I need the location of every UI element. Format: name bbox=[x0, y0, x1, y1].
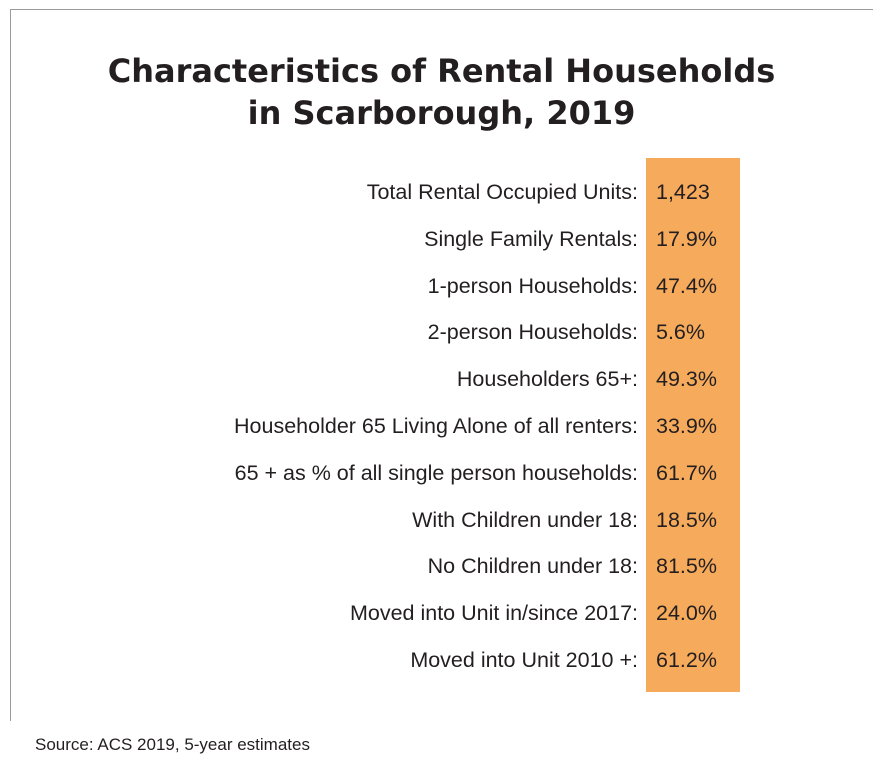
row-label: Moved into Unit 2010 +: bbox=[410, 648, 638, 672]
row-label: With Children under 18: bbox=[412, 507, 638, 532]
row-value: 24.0% bbox=[656, 601, 717, 626]
title-line: in Scarborough, 2019 bbox=[247, 94, 636, 132]
row-value: 17.9% bbox=[656, 226, 717, 251]
row-label: Moved into Unit in/since 2017: bbox=[349, 601, 638, 626]
row-label: No Children under 18: bbox=[427, 554, 638, 579]
row-label: Total Rental Occupied Units: bbox=[366, 180, 638, 204]
row-value: 18.5% bbox=[656, 507, 717, 532]
row-value: 61.2% bbox=[656, 648, 717, 672]
row-label: Householder 65 Living Alone of all rente… bbox=[234, 414, 638, 438]
row-label: 1-person Households: bbox=[427, 273, 638, 298]
frame-border bbox=[10, 9, 11, 721]
row-value: 81.5% bbox=[656, 554, 717, 579]
title-line: Characteristics of Rental Households bbox=[107, 52, 776, 90]
row-value: 33.9% bbox=[656, 414, 717, 438]
row-value: 47.4% bbox=[656, 273, 717, 298]
row-label: 65 + as % of all single person household… bbox=[234, 460, 638, 485]
row-label: Householders 65+: bbox=[456, 367, 638, 392]
row-value: 1,423 bbox=[656, 180, 710, 204]
row-value: 5.6% bbox=[656, 320, 706, 345]
row-value: 61.7% bbox=[656, 460, 717, 485]
row-value: 49.3% bbox=[656, 367, 717, 392]
row-label: Single Family Rentals: bbox=[424, 226, 638, 251]
row-label: 2-person Households: bbox=[427, 320, 638, 345]
frame-border bbox=[10, 9, 873, 10]
title: Characteristics of Rental Households in … bbox=[10, 50, 873, 134]
source-note: Source: ACS 2019, 5-year estimates bbox=[35, 735, 310, 754]
value-column-highlight bbox=[646, 158, 740, 692]
